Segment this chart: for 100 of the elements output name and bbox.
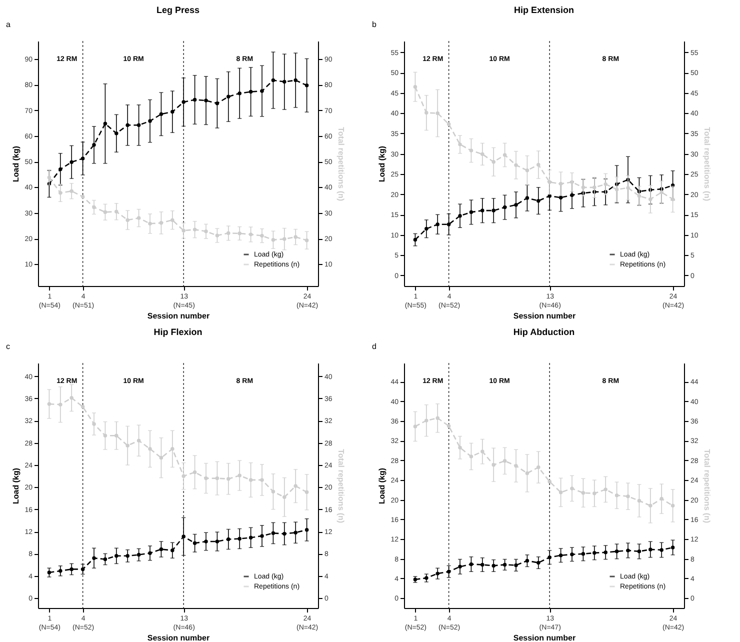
point: [92, 556, 96, 560]
point: [581, 186, 586, 190]
point: [626, 548, 630, 552]
point: [182, 228, 186, 232]
point: [294, 484, 298, 488]
point: [170, 218, 174, 222]
point: [148, 222, 152, 226]
point: [502, 205, 507, 210]
point: [47, 402, 52, 406]
point: [502, 562, 507, 567]
point: [47, 570, 52, 574]
point: [304, 238, 309, 242]
point: [413, 238, 418, 242]
point: [660, 190, 664, 194]
point: [192, 541, 197, 546]
point: [480, 152, 484, 156]
point: [148, 119, 152, 123]
point: [159, 456, 164, 460]
point: [148, 551, 152, 555]
point: [170, 110, 174, 114]
point: [436, 416, 440, 420]
point: [58, 167, 62, 172]
point: [436, 572, 440, 576]
point: [446, 222, 451, 226]
text: a: [6, 20, 11, 29]
point: [70, 567, 74, 572]
y-axis-title: Load (kg): [12, 146, 21, 182]
point: [182, 474, 186, 478]
text: d: [372, 342, 376, 351]
chart-title: Leg Press: [156, 5, 200, 15]
point: [70, 189, 74, 193]
point: [446, 122, 451, 126]
point: [215, 476, 220, 480]
point: [458, 214, 462, 218]
point: [525, 196, 530, 200]
point: [192, 98, 197, 102]
point: [103, 122, 108, 126]
point: [226, 231, 230, 236]
point: [492, 564, 496, 568]
point: [304, 490, 309, 494]
point: [304, 528, 309, 532]
point: [238, 91, 242, 96]
point: [424, 226, 428, 231]
point: [570, 486, 574, 490]
point: [502, 459, 507, 463]
point: [581, 491, 586, 495]
chart-title: Hip Abduction: [513, 327, 575, 337]
point: [592, 492, 596, 496]
point: [514, 163, 518, 167]
point: [660, 548, 664, 552]
point: [271, 78, 276, 82]
point: [446, 570, 451, 574]
point: [294, 530, 298, 534]
point: [614, 188, 619, 192]
point: [436, 222, 440, 226]
point: [248, 90, 253, 94]
point: [558, 553, 563, 558]
point: [304, 84, 309, 88]
point: [614, 493, 619, 498]
point: [536, 560, 540, 565]
text: b: [372, 20, 377, 29]
point: [525, 558, 530, 563]
y-axis-title: Load (kg): [12, 468, 21, 504]
point: [126, 218, 130, 222]
point: [58, 191, 62, 195]
point: [282, 495, 286, 500]
point: [480, 562, 484, 567]
point: [581, 552, 586, 556]
point: [114, 554, 118, 558]
point: [282, 532, 286, 536]
point: [226, 94, 230, 99]
point: [469, 562, 474, 566]
point: [170, 447, 174, 451]
point: [592, 186, 596, 190]
point: [558, 196, 563, 200]
point: [458, 564, 462, 569]
chart-title: Hip Extension: [514, 5, 574, 15]
point: [570, 193, 574, 198]
point: [536, 198, 540, 203]
point: [170, 548, 174, 552]
point: [238, 474, 242, 478]
point: [80, 156, 85, 160]
point: [670, 197, 675, 202]
y-axis-title: Load (kg): [378, 146, 387, 182]
point: [260, 234, 264, 238]
point: [282, 80, 286, 84]
point: [204, 229, 208, 234]
point: [446, 424, 451, 428]
point: [80, 404, 85, 409]
point: [136, 552, 141, 557]
point: [126, 123, 130, 128]
point: [514, 563, 518, 568]
point: [204, 540, 208, 544]
point: [637, 498, 642, 503]
point: [260, 89, 264, 93]
y-axis-title: Load (kg): [378, 468, 387, 504]
point: [670, 546, 675, 550]
point: [525, 471, 530, 476]
point: [215, 234, 220, 238]
point: [80, 567, 85, 572]
